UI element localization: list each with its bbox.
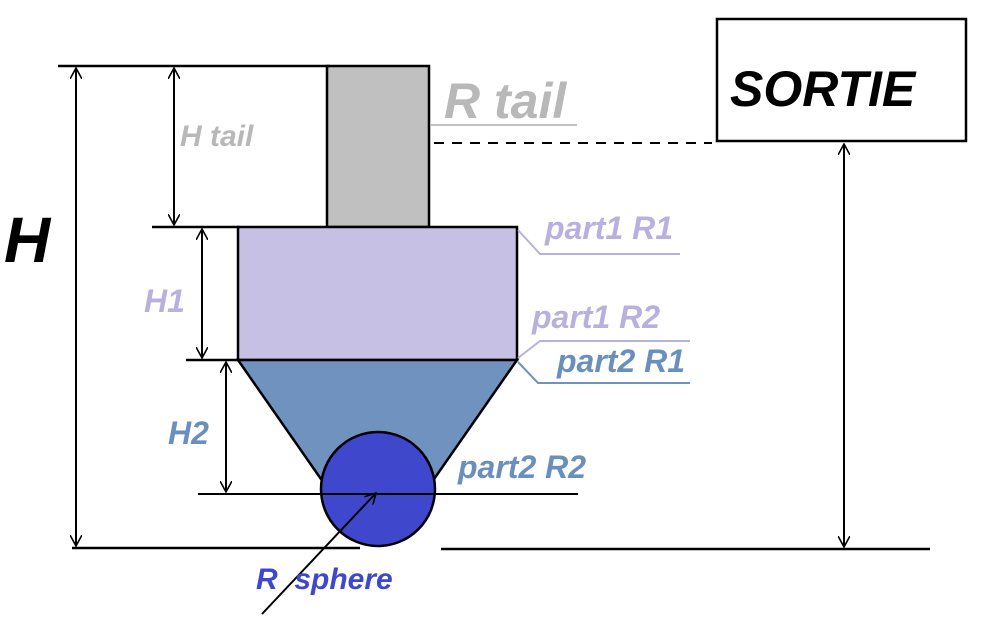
part1-R2-leader — [517, 340, 690, 359]
part2-R1-leader — [517, 361, 690, 384]
sortie-box — [715, 17, 968, 143]
H2-label: H2 — [168, 415, 209, 451]
sphere-radius-leader — [261, 493, 376, 615]
part2-R1-label: part2 R1 — [556, 343, 685, 379]
R-tail-label: R tail — [444, 73, 567, 129]
H1-label: H1 — [144, 283, 185, 319]
H-label: H — [4, 204, 52, 276]
part1-R2-label: part1 R2 — [531, 299, 660, 335]
part2-R2-label: part2 R2 — [457, 449, 586, 485]
part1-R1-leader — [517, 229, 680, 255]
part1-R1-label: part1 R1 — [544, 210, 673, 246]
sortie-label: SORTIE — [730, 61, 917, 117]
H-tail-label: H tail — [180, 120, 254, 153]
part1-rect — [236, 225, 519, 362]
R-sphere-label: R sphere — [256, 563, 393, 596]
sphere — [319, 430, 437, 548]
tail-rect — [325, 64, 431, 229]
